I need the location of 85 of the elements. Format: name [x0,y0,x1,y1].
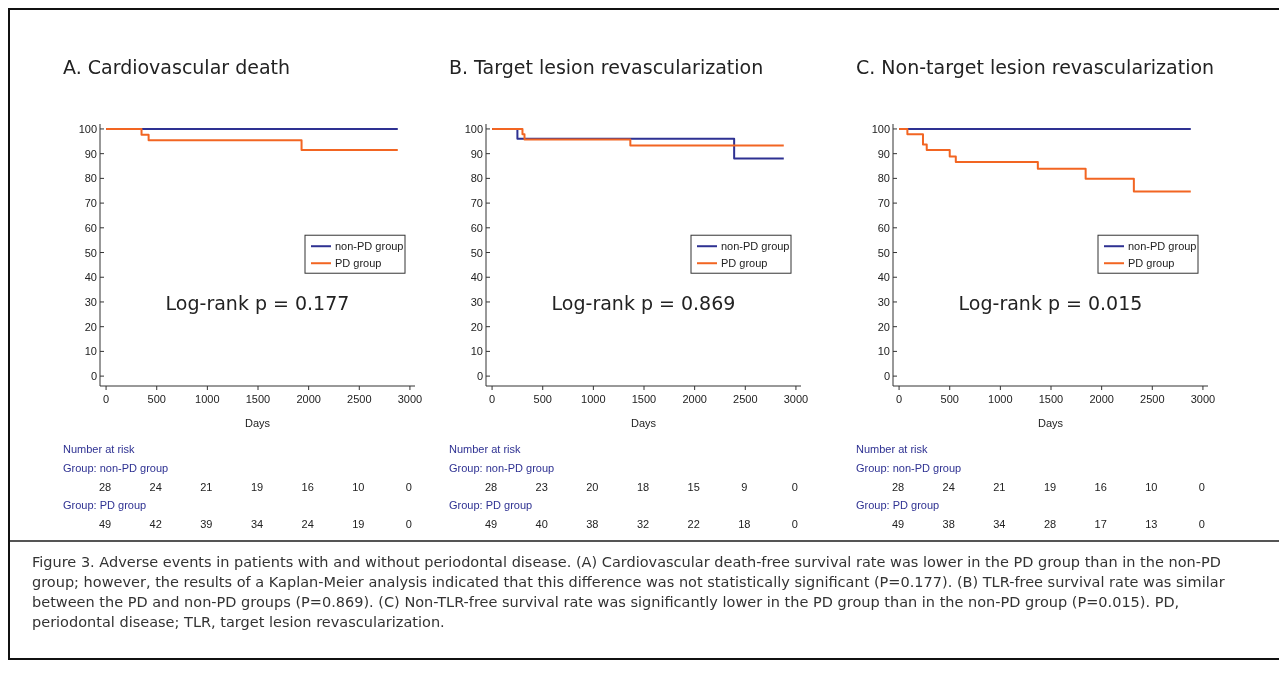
y-tick-label: 50 [470,246,483,259]
y-tick-label: 90 [84,147,97,160]
x-tick-label: 2500 [1140,393,1165,405]
legend-label: PD group [335,257,382,270]
y-tick-label: 70 [470,197,483,210]
y-tick-label: 90 [877,147,890,160]
caption: Figure 3. Adverse events in patients with and without periodontal disease. (A) Cardiovascular death-free survival rate was lower in the PD group than in the non-PD group; however, the results of a Kaplan-Meier analysis indicated that this difference was not statistically significant (P=0.177). (B) TLR-free survival rate was similar between the PD and non-PD groups (P=0.869). (C) Non-TLR-free survival rate was significantly lower in the PD group than in the non-PD group (P=0.015). PD, periodontal disease; TLR, target lesion revascularization. [32,553,1226,632]
y-tick-label: 60 [84,221,97,234]
legend-label: non-PD group [721,240,790,253]
x-tick-label: 2000 [1089,393,1114,405]
y-tick-label: 30 [877,295,890,308]
x-tick-label: 0 [896,393,903,405]
annotation: Log-rank p = 0.177 [165,291,350,314]
x-tick-label: 3000 [397,393,423,405]
legend-label: PD group [1128,257,1175,270]
y-tick-label: 90 [470,147,483,160]
text: Group: non-PD group [63,462,169,474]
x-tick-label: 0 [489,393,496,405]
text: Group: non-PD group [856,462,962,474]
chart-title: A. Cardiovascular death [63,56,291,78]
x-tick-label: 3000 [1190,393,1216,405]
x-tick-label: 1000 [195,393,220,405]
y-tick-label: 0 [476,370,483,383]
x-tick-label: 1000 [581,393,606,405]
x-tick-label: 2500 [733,393,758,405]
annotation: Log-rank p = 0.869 [551,291,736,314]
y-tick-label: 20 [877,320,890,333]
x-axis-title: Days [244,417,271,429]
text: 28 23 20 18 15 9 0 [484,481,798,493]
y-tick-label: 10 [877,345,890,358]
y-tick-label: 70 [877,197,890,210]
x-tick-label: 2000 [682,393,707,405]
y-tick-label: 80 [84,172,97,185]
text: Group: non-PD group [449,462,555,474]
y-tick-label: 10 [470,345,483,358]
legend-label: PD group [721,257,768,270]
chart-title: C. Non-target lesion revascularization [856,56,1215,78]
text: Number at risk [63,443,136,455]
y-tick-label: 30 [84,295,97,308]
chart-title: B. Target lesion revascularization [449,56,764,78]
y-tick-label: 50 [84,246,97,259]
y-tick-label: 0 [90,370,97,383]
text: Number at risk [449,443,522,455]
x-tick-label: 3000 [783,393,809,405]
x-tick-label: 1000 [988,393,1013,405]
y-tick-label: 50 [877,246,890,259]
x-tick-label: 1500 [245,393,271,405]
y-tick-label: 10 [84,345,97,358]
x-tick-label: 1500 [631,393,657,405]
y-tick-label: 20 [84,320,97,333]
legend-label: non-PD group [335,240,404,253]
y-tick-label: 40 [470,271,483,284]
text: Number at risk [856,443,929,455]
y-tick-label: 20 [470,320,483,333]
x-tick-label: 500 [533,393,552,405]
y-tick-label: 40 [84,271,97,284]
x-tick-label: 2500 [347,393,372,405]
text: Group: PD group [856,499,940,511]
y-tick-label: 80 [470,172,483,185]
y-tick-label: 100 [78,122,97,135]
text: 49 42 39 34 24 19 0 [98,518,412,530]
y-tick-label: 70 [84,197,97,210]
text: Group: PD group [449,499,533,511]
text: 28 24 21 19 16 10 0 [891,481,1205,493]
legend-label: non-PD group [1128,240,1197,253]
x-tick-label: 500 [940,393,959,405]
y-tick-label: 60 [470,221,483,234]
x-axis-title: Days [1037,417,1064,429]
x-tick-label: 1500 [1038,393,1064,405]
annotation: Log-rank p = 0.015 [958,291,1143,314]
y-tick-label: 100 [464,122,483,135]
x-tick-label: 0 [103,393,110,405]
y-tick-label: 30 [470,295,483,308]
y-tick-label: 40 [877,271,890,284]
y-tick-label: 0 [883,370,890,383]
y-tick-label: 100 [871,122,890,135]
text: 49 38 34 28 17 13 0 [891,518,1205,530]
text: 28 24 21 19 16 10 0 [98,481,412,493]
y-tick-label: 60 [877,221,890,234]
text: 49 40 38 32 22 18 0 [484,518,798,530]
x-axis-title: Days [630,417,657,429]
y-tick-label: 80 [877,172,890,185]
x-tick-label: 2000 [296,393,321,405]
x-tick-label: 500 [147,393,166,405]
text: Group: PD group [63,499,147,511]
